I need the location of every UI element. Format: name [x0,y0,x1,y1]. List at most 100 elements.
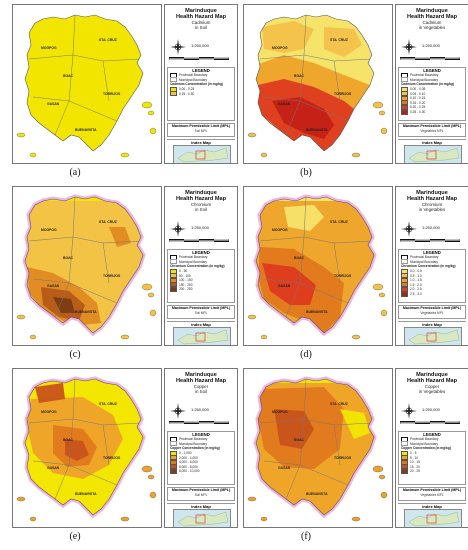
scale-bar [400,239,460,242]
map-title: Marinduque [416,372,448,378]
municipal-boundary [28,236,142,244]
concentration-zone [35,383,65,403]
municipal-boundary [54,15,76,136]
legend-class-row: 0 - 50 [170,268,234,274]
class-label: 0.25 - 0.30 [410,110,426,115]
legend-class-row: 8,000 - 10,000 [170,468,234,474]
concentration-title: Chromium Concentration (in mg/kg) [170,264,225,269]
mpl-line: Vegetables MPL [420,128,444,133]
north-arrow-icon [401,403,417,419]
class-label: 2.5 - 3.0 [410,292,422,297]
element-name: Copper [424,384,440,389]
map-title-2: Health Hazard Map [406,378,458,384]
islet [378,474,386,480]
class-label: 0.20 - 0.25 [410,105,426,110]
class-label: 8,000 - 10,000 [179,469,200,474]
map-sidebar: Marinduque Health Hazard Map Chromium in So… [164,186,238,346]
concentration-zone [262,21,314,53]
island-map: MOGPOG STA. CRUZ BOAC TORRIJOS GASAN BUENAVIS… [16,14,157,158]
provincial-boundary [24,14,144,152]
boundary-label: Provincial Boundary [179,255,208,260]
index-map-graphic [405,510,461,527]
island-map: MOGPOG STA. CRUZ BOAC TORRIJOS GASAN BUENAVIS… [247,14,388,158]
map-panel-c: MOGPOG STA. CRUZ BOAC TORRIJOS GASAN BUENAVIS… [12,186,238,346]
municipal-boundary [54,197,76,318]
municipal-boundary [263,460,301,466]
map-title: Marinduque [416,8,448,14]
map-panel-d: MOGPOG STA. CRUZ BOAC TORRIJOS GASAN BUENAVIS… [243,186,468,346]
class-label: 50 - 100 [179,273,191,278]
map-frame: MOGPOG STA. CRUZ BOAC TORRIJOS GASAN BUENAVIS… [12,186,162,346]
class-swatch [401,464,408,470]
islet [378,110,386,116]
class-label: 0 - 50 [179,269,188,274]
legend-boundary-row: Municipal Boundary [170,441,234,447]
class-swatch [401,459,408,465]
map-sidebar: Marinduque Health Hazard Map Copper in Vege… [395,368,468,528]
boundary-label: Provincial Boundary [410,73,439,78]
legend-class-row: 150 - 200 [170,282,234,288]
boundary-swatch [401,436,408,442]
scale-ratio: 1:250,000 [422,43,440,48]
municipality-label: GASAN [278,284,291,288]
boundary-label: Provincial Boundary [179,437,208,442]
concentration-zone [324,27,362,57]
islet [29,334,37,340]
legend-class-row: 0.25 - 0.30 [401,109,465,115]
class-label: 150 - 200 [179,282,193,287]
boundary-swatch [401,77,408,83]
class-label: 200 - 250 [179,287,193,292]
scale-bar [400,57,460,60]
legend-title: LEGEND [423,432,441,437]
provincial-boundary [24,196,144,334]
municipality-label: STA. CRUZ [99,38,117,42]
municipal-boundary [102,60,110,102]
islet [380,491,388,499]
islet [16,496,26,502]
municipal-boundary [32,96,70,102]
map-frame: MOGPOG STA. CRUZ BOAC TORRIJOS GASAN BUENAVIS… [12,368,162,528]
municipal-boundary [263,96,301,102]
scale-bar [169,57,229,60]
scale-ratio: 1:250,000 [422,225,440,230]
islet [351,152,361,158]
medium-name: in Soil [195,25,207,30]
scale-bar [169,421,229,424]
legend-class-row: 0 - 5 [401,450,465,456]
mpl-box: Maximum Permissible Limit (MPL) Soil MPL [167,123,235,137]
medium-name: in Soil [195,207,207,212]
class-label: 0 - 5 [410,451,417,456]
municipality-label: GASAN [278,466,291,470]
islet [120,152,130,158]
boundary-swatch [170,254,177,260]
municipality-label: TORRIJOS [103,274,121,278]
scale-ratio: 1:250,000 [191,43,209,48]
islet [247,132,257,138]
mpl-title: Maximum Permissible Limit (MPL) [402,306,462,310]
element-name: Cadmium [422,20,442,25]
municipal-boundary [259,418,373,426]
map-title-2: Health Hazard Map [175,196,227,202]
mpl-box: Maximum Permissible Limit (MPL) Vegetable… [398,487,466,501]
legend-class-row: 0.20 - 0.25 [401,104,465,110]
islet [260,334,268,340]
element-name: Chromium [421,202,443,207]
class-label: 10 - 15 [410,460,420,465]
class-swatch [170,464,177,470]
index-map-title: Index Map [398,503,466,509]
legend-boundary-row: Municipal Boundary [401,259,465,265]
mpl-title: Maximum Permissible Limit (MPL) [402,488,462,492]
legend-class-row: 2,000 - 4,000 [170,455,234,461]
class-label: 1.5 - 2.0 [410,282,422,287]
class-label: 2.0 - 2.5 [410,287,422,292]
islet [141,101,153,109]
boundary-label: Municipal Boundary [179,259,207,264]
class-swatch [401,450,408,456]
class-swatch [401,91,408,97]
municipality-label: BOAC [294,256,305,260]
north-arrow-icon [170,221,186,237]
map-sidebar: Marinduque Health Hazard Map Chromium in Ve… [395,186,468,346]
legend-class-row: 200 - 250 [170,286,234,292]
element-name: Chromium [190,202,212,207]
index-map-title: Index Map [167,503,235,509]
